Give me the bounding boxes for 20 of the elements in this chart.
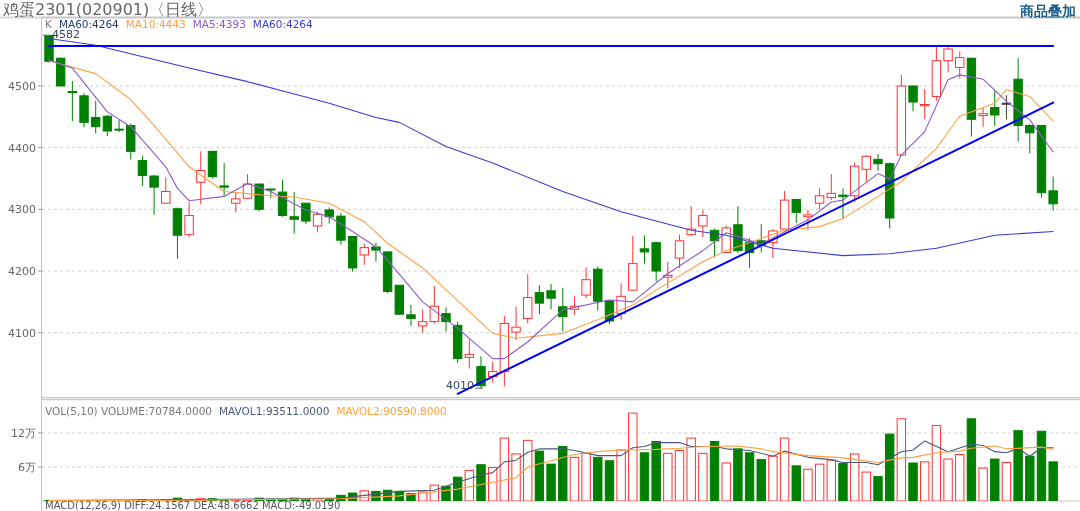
- annotation: 4010: [446, 379, 475, 393]
- y-tick-label: 4200: [8, 265, 36, 279]
- y-tick-label: 12万: [11, 426, 36, 440]
- annotation: 4582: [52, 28, 81, 42]
- text: MAVOL2:90590.8000: [336, 404, 447, 417]
- text: MA5:4393: [192, 18, 246, 30]
- annotation: VOL(5,10) VOLUME:70784.0000: [45, 404, 212, 417]
- text: MA10:4443: [125, 18, 186, 30]
- y-tick-label: 6万: [18, 460, 36, 474]
- text: MAVOL1:93511.0000: [219, 404, 330, 417]
- chart-subtitle: 商品叠加: [1019, 3, 1076, 19]
- chart-title: 鸡蛋2301(020901)〈日线〉: [2, 0, 214, 19]
- y-tick-label: 4500: [8, 79, 36, 93]
- annotation: MACD(12,26,9) DIFF:24.1567 DEA:48.6662 MACD:-49.0190: [45, 500, 341, 511]
- annotation: MA60:4264: [58, 18, 120, 30]
- y-tick-label: 4400: [8, 141, 36, 155]
- annotation: K: [45, 18, 53, 30]
- y-tick-label: 4300: [8, 203, 36, 217]
- text: MA60:4264: [252, 18, 314, 30]
- y-tick-label: 4100: [8, 326, 36, 340]
